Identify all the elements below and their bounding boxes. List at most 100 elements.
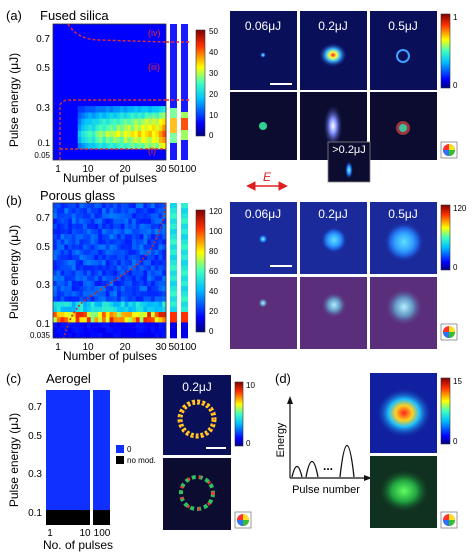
heatmap-cell — [60, 208, 65, 214]
aerogel-legend — [116, 445, 124, 464]
heatmap-cell — [94, 301, 99, 308]
colorbar-tick: 40 — [209, 287, 218, 296]
heatmap-cell — [120, 118, 124, 125]
heatmap-column-cell — [181, 208, 188, 214]
xtick: 10 — [79, 528, 91, 539]
heatmap-cell — [71, 317, 76, 323]
heatmap-cell — [105, 142, 110, 150]
heatmap-cell — [90, 203, 95, 209]
heatmap-cell — [113, 142, 117, 150]
heatmap-cell — [113, 280, 118, 287]
heatmap-cell — [68, 270, 73, 276]
heatmap-cell — [113, 291, 118, 297]
heatmap-cell — [132, 208, 137, 214]
panel-b-ylabel: Pulse energy (μJ) — [7, 225, 21, 319]
heatmap-cell — [143, 296, 148, 302]
heatmap-cell — [148, 124, 153, 131]
heatmap-cell — [147, 312, 152, 318]
heatmap-cell — [98, 312, 103, 318]
region-label-ii: (ii) — [148, 114, 158, 124]
heatmap-cell — [81, 142, 86, 150]
heatmap-cell — [139, 239, 144, 245]
heatmap-cell — [124, 332, 129, 339]
heatmap-cell — [83, 286, 88, 292]
heatmap-cell — [83, 312, 88, 318]
heatmap-column-cell — [170, 208, 177, 214]
heatmap-cell — [109, 296, 114, 302]
heatmap-cell — [120, 312, 125, 318]
heatmap-cell — [83, 322, 88, 328]
heatmap-cell — [117, 208, 122, 214]
porous-glass-xlabel: Number of pulses — [63, 349, 157, 363]
heatmap-cell — [56, 228, 61, 235]
heatmap-cell — [150, 327, 155, 334]
heatmap-cell — [68, 280, 73, 287]
heatmap-cell — [117, 296, 122, 302]
heatmap-cell — [124, 322, 129, 328]
polarization-wheel-icon — [234, 511, 252, 529]
heatmap-cell — [109, 106, 114, 113]
heatmap-cell — [128, 312, 133, 318]
heatmap-cell — [123, 106, 128, 113]
heatmap-cell — [120, 223, 125, 230]
heatmap-cell — [71, 306, 76, 313]
heatmap-cell — [120, 332, 125, 339]
heatmap-cell — [84, 124, 89, 131]
heatmap-cell — [117, 223, 122, 230]
heatmap-cell — [143, 306, 148, 313]
heatmap-cell — [56, 218, 61, 225]
heatmap-cell — [147, 270, 152, 276]
heatmap-cell — [105, 239, 110, 245]
heatmap-cell — [113, 265, 118, 271]
heatmap-cell — [60, 312, 65, 318]
heatmap-cell — [113, 213, 118, 219]
fused-silica-plot-frame — [52, 23, 167, 161]
heatmap-cell — [102, 112, 107, 119]
heatmap-column-cell — [170, 234, 177, 240]
heatmap-cell — [71, 265, 76, 271]
heatmap-cell — [90, 239, 95, 245]
colorbar-tick: 80 — [209, 247, 218, 256]
heatmap-cell — [105, 254, 110, 261]
heatmap-cell — [68, 275, 73, 282]
heatmap-cell — [84, 106, 89, 113]
heatmap-cell — [109, 124, 114, 131]
heatmap-cell — [109, 265, 114, 271]
heatmap-cell — [81, 112, 86, 119]
heatmap-cell — [105, 228, 110, 235]
heatmap-cell — [116, 118, 121, 125]
heatmap-column-cell — [181, 265, 188, 271]
micrograph-label: 0.2μJ — [318, 207, 348, 221]
heatmap-cell — [135, 306, 140, 313]
fused-silica-column-50-peak — [170, 118, 177, 133]
heatmap-cell — [71, 208, 76, 214]
heatmap-cell — [81, 136, 86, 144]
heatmap-cell — [56, 254, 61, 261]
heatmap-cell — [83, 254, 88, 261]
heatmap-cell — [139, 213, 144, 219]
heatmap-cell — [83, 249, 88, 256]
heatmap-cell — [150, 223, 155, 230]
ytick: 0.5 — [28, 431, 42, 442]
heatmap-cell — [113, 317, 118, 323]
heatmap-cell — [113, 124, 117, 131]
heatmap-cell — [71, 291, 76, 297]
birefringence-spot — [323, 104, 343, 148]
heatmap-cell — [132, 280, 137, 287]
heatmap-cell — [158, 213, 163, 219]
heatmap-cell — [120, 286, 125, 292]
heatmap-cell — [109, 332, 114, 339]
ytick: 0.5 — [36, 63, 50, 74]
heatmap-cell — [144, 106, 149, 113]
heatmap-cell — [113, 112, 117, 119]
heatmap-cell — [91, 142, 96, 150]
heatmap-cell — [120, 291, 125, 297]
heatmap-column-cell — [181, 244, 188, 251]
heatmap-cell — [105, 106, 110, 113]
heatmap-cell — [155, 112, 160, 119]
colorbar-tick: 50 — [209, 27, 218, 36]
heatmap-column-cell — [170, 249, 177, 256]
heatmap-cell — [79, 270, 84, 276]
heatmap-cell — [124, 312, 129, 318]
heatmap-cell — [135, 296, 140, 302]
